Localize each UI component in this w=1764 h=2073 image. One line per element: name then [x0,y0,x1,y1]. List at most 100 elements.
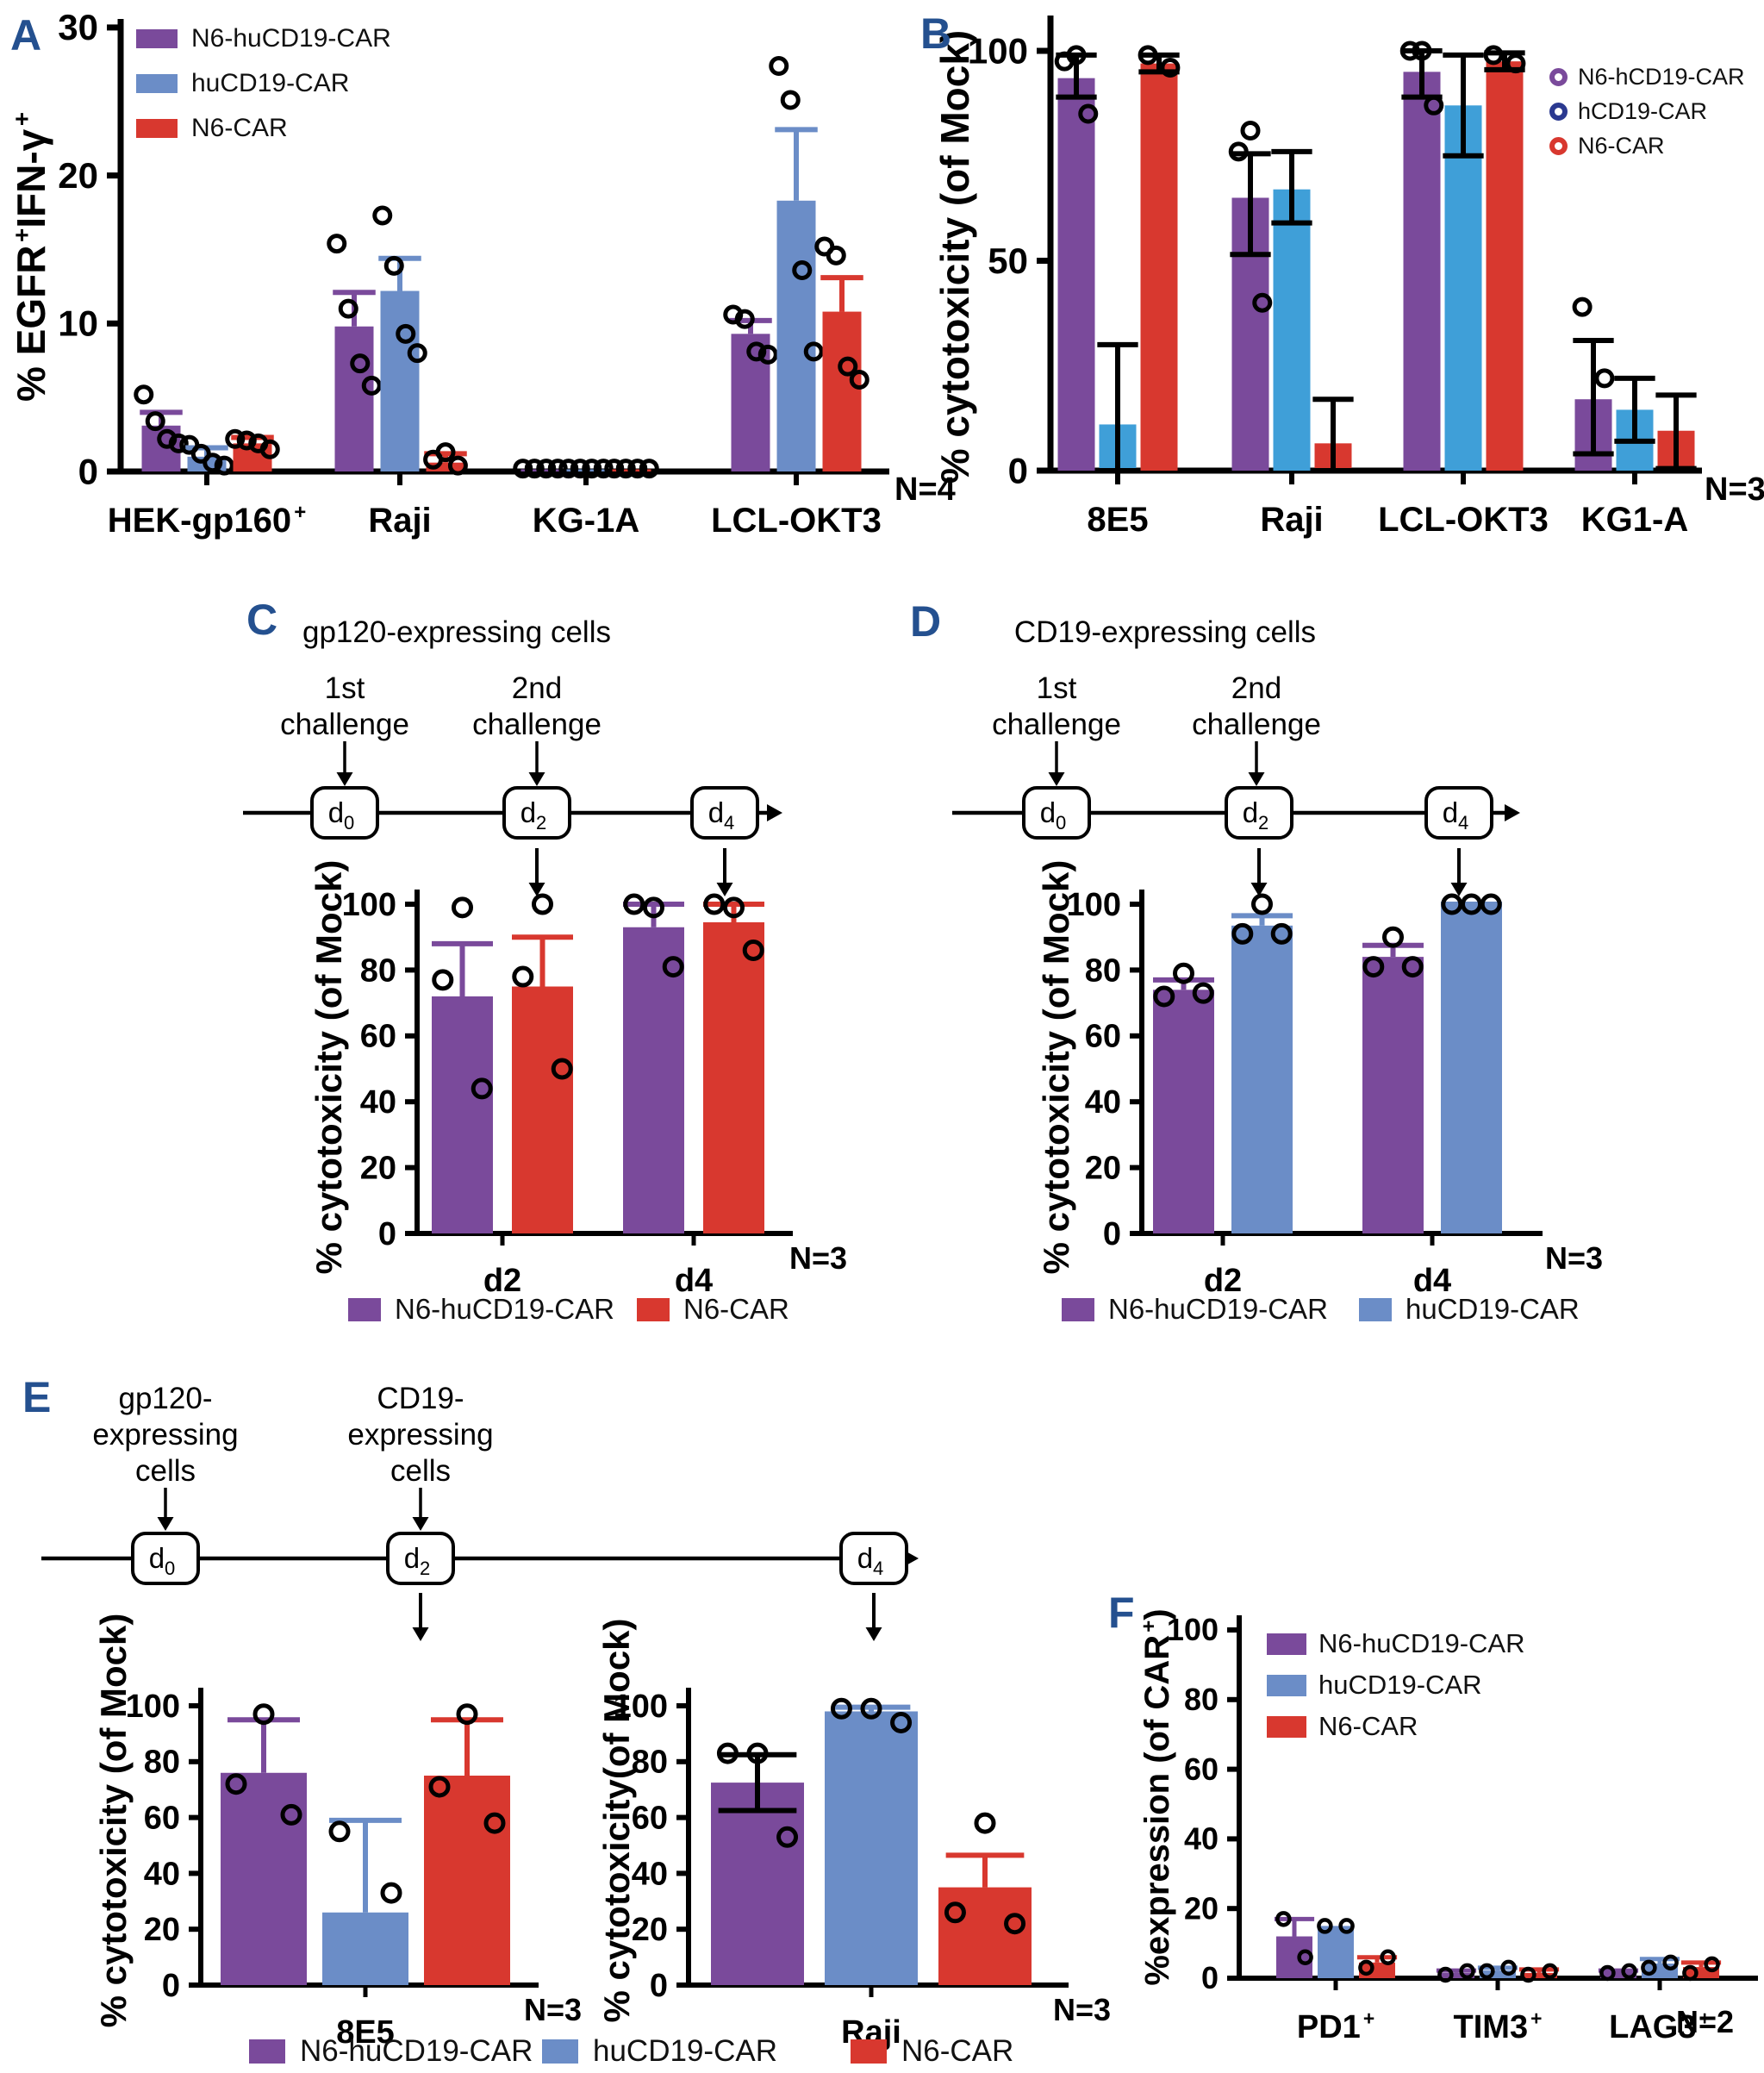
bar [380,290,420,471]
x-category-label: PD1 + [1297,2007,1374,2045]
y-tick-label: 60 [1184,1751,1219,1787]
data-point [623,893,645,915]
data-point [734,309,755,329]
y-tick-label: 10 [58,303,98,344]
data-point [327,234,347,254]
x-category-label: LCL-OKT3 [711,502,882,540]
data-point [826,245,846,265]
bar [1521,1972,1557,1978]
data-point [361,375,382,396]
bar [1273,189,1311,471]
chart-C: 0 20 40 60 80 100% cytotoxicity (of Mock) d2 d4… [309,860,847,1299]
y-axis-label: % cytotoxicity (of Mock) [1036,860,1076,1275]
y-tick-label: 80 [144,1745,180,1781]
data-point [703,893,726,915]
data-point [1500,1959,1517,1976]
timeline-day-label: d4 [857,1542,884,1579]
legend-swatch-icon [851,2039,887,2064]
x-category-label: d4 [675,1263,713,1299]
legend-item: N6-huCD19-CAR [249,2034,533,2069]
data-point [1520,1966,1536,1983]
timeline-day-node [839,1532,908,1585]
data-point [225,1773,247,1795]
chart-F: 0 20 40 60 80 100%expression (of CAR+) PD1 + TIM… [1138,1608,1758,2045]
x-category-label: HEK-gp160 + [108,501,307,540]
legend-row: N6-huCD19-CAR [136,24,391,53]
legend-swatch-icon [136,74,178,93]
y-tick-label: 20 [58,155,98,196]
bar [1600,1971,1636,1978]
x-category-label: 8E5 [336,2014,395,2051]
data-point [604,459,625,479]
bar [1140,63,1178,471]
y-tick-label: 20 [144,1912,180,1948]
data-point [1362,956,1385,978]
legend-swatch-icon [1359,1297,1392,1321]
y-tick-label: 40 [1184,1821,1219,1857]
data-point [860,1697,882,1720]
timeline-event-label: cells [135,1454,196,1488]
data-point [643,896,664,919]
data-point [1662,1954,1679,1971]
data-point [1252,292,1273,313]
legend-label: N6-huCD19-CAR [1108,1293,1328,1325]
data-point [1599,1964,1616,1982]
data-point [1572,297,1593,317]
data-point [570,459,590,479]
y-tick-label: 80 [632,1745,668,1781]
bar [1642,1964,1678,1978]
data-point [558,459,579,479]
x-category-label: d2 [483,1263,521,1299]
data-point [532,893,553,915]
y-tick-label: 80 [360,952,396,989]
legend-label: hCD19-CAR [1578,98,1708,124]
data-point [383,255,404,276]
data-point [1682,1964,1699,1982]
legend-item: N6-huCD19-CAR [1062,1293,1328,1326]
legend-row: huCD19-CAR [136,69,391,98]
y-tick-label: 40 [1085,1084,1121,1121]
data-point [1505,53,1526,74]
bar [426,462,465,471]
y-tick-label: 0 [162,1968,180,2004]
data-point [742,939,764,961]
data-point [350,353,371,374]
data-point [259,439,280,459]
n-label: N=3 [524,1992,582,2027]
timeline-day-label: d0 [149,1542,176,1579]
data-point [746,1742,769,1764]
data-point [1275,1911,1292,1927]
data-point [1338,1918,1355,1934]
legend-label: N6-CAR [683,1293,789,1325]
y-tick-label: 100 [1067,887,1121,923]
timeline-day-node [502,786,571,840]
data-point [792,259,813,280]
bar [512,986,573,1233]
timeline-day-node [1424,786,1493,840]
timeline-event-label: 1st [1037,671,1077,705]
x-category-label: LCL-OKT3 [1378,501,1549,539]
y-tick-label: 100 [1167,1612,1219,1647]
bar [1153,990,1214,1233]
data-point [974,1812,996,1834]
legend-panel-a: N6-huCD19-CAR huCD19-CAR N6-CAR [136,24,391,143]
timeline-event-label: challenge [992,708,1121,741]
data-point [145,411,165,432]
data-point [1542,1963,1558,1980]
x-category-label: Raji [368,502,431,540]
legend-row: N6-CAR [1549,133,1745,159]
legend-label: N6-CAR [1318,1711,1418,1741]
legend-swatch-icon [136,119,178,138]
y-tick-label: 100 [968,30,1028,71]
bar [432,996,493,1233]
data-point [372,205,393,226]
bar [776,200,816,471]
timeline-day-node [131,1532,200,1585]
bar [623,927,684,1233]
y-tick-label: 20 [1184,1890,1219,1926]
data-point [1437,1966,1454,1983]
legend-label: N6-hCD19-CAR [1578,64,1745,90]
y-tick-label: 40 [632,1856,668,1892]
